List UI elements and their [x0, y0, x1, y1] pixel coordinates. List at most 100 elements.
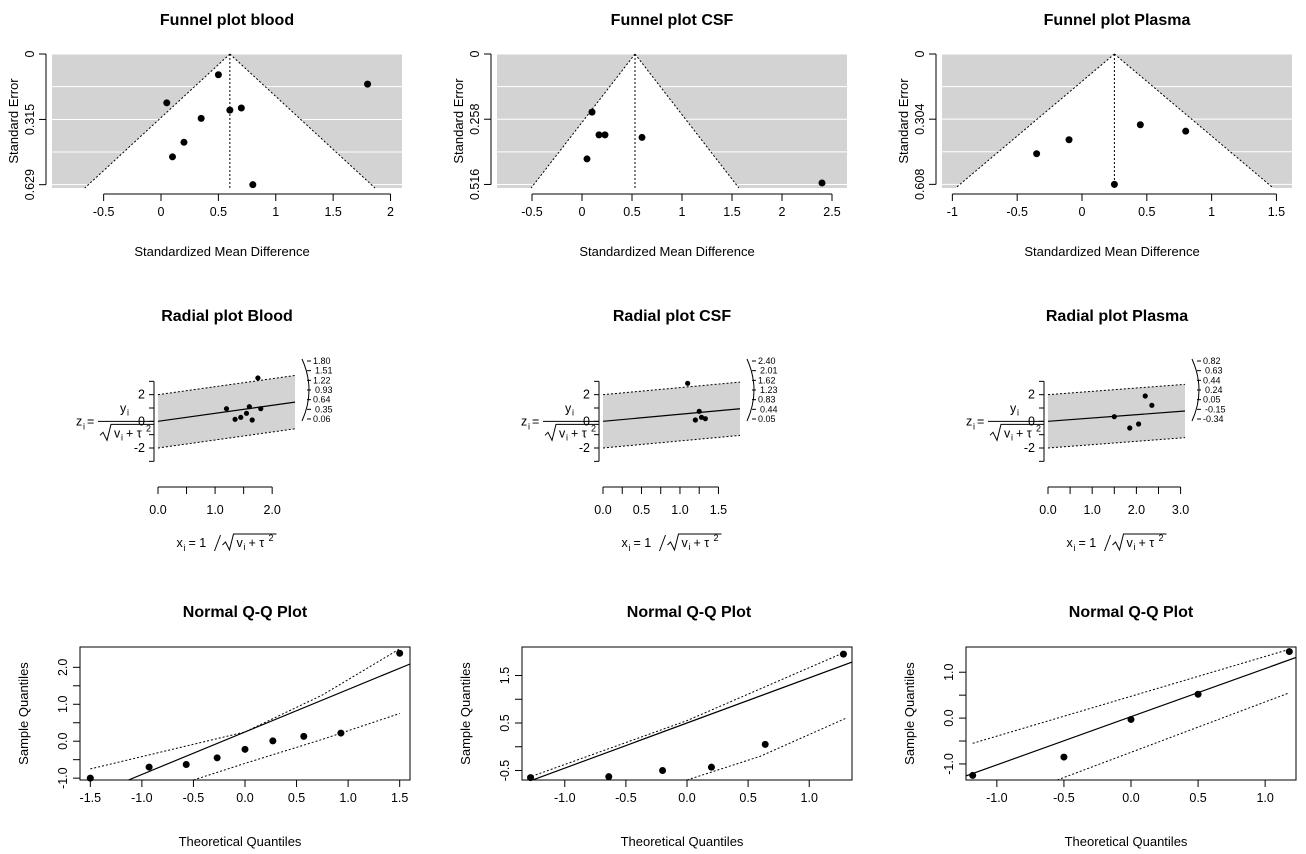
x-tick-label: -1.5 — [80, 791, 102, 805]
x-tick-label: 0.5 — [1138, 205, 1155, 219]
y-tick-label: 1.5 — [498, 667, 512, 684]
upper-envelope — [90, 648, 400, 770]
x-tick-label: 0.5 — [1189, 791, 1206, 805]
arc-tick-label: 0.44 — [1203, 375, 1221, 385]
x-tick-label: 0 — [579, 205, 586, 219]
x-tick-label: 1.0 — [339, 791, 356, 805]
regression-line — [157, 401, 296, 422]
x-tick-label: 2 — [387, 205, 394, 219]
formula-denominator: v — [682, 536, 689, 550]
arc-tick-label: 0.83 — [758, 395, 776, 405]
x-tick-label: 1 — [272, 205, 279, 219]
arc-tick-label: 0.05 — [1203, 395, 1221, 405]
funnel-left-edge — [530, 53, 636, 189]
x-tick-label: -0.5 — [1006, 205, 1028, 219]
x-tick-label: 2 — [779, 205, 786, 219]
formula-denominator: + τ — [249, 536, 265, 550]
x-tick-label: 0 — [158, 205, 165, 219]
x-tick-label: 0.5 — [623, 205, 640, 219]
formula-sub: i — [1017, 407, 1019, 417]
x-tick-label: 0.5 — [739, 791, 756, 805]
y-tick-label: 0.0 — [942, 709, 956, 726]
arc-tick-label: 1.80 — [313, 356, 331, 366]
data-point — [241, 745, 249, 753]
x-tick-label: 2.0 — [1128, 503, 1145, 517]
data-point — [255, 375, 261, 381]
arc-tick-label: 0.24 — [1205, 385, 1223, 395]
x-tick-label: 0.0 — [1039, 503, 1056, 517]
y-tick-label: 0 — [913, 50, 927, 57]
formula-sub: i — [689, 542, 691, 552]
y-tick-label: 0.258 — [468, 104, 482, 135]
reference-line — [530, 661, 852, 780]
x-tick-label: -0.5 — [521, 205, 543, 219]
chart-title: Radial plot CSF — [613, 308, 731, 325]
formula-sub: i — [973, 421, 975, 431]
x-tick-label: 0.0 — [149, 503, 166, 517]
data-point — [145, 763, 153, 771]
formula-denominator: v — [237, 536, 244, 550]
x-tick-label: 0 — [1079, 205, 1086, 219]
band-lower-edge — [1047, 437, 1186, 449]
data-point — [969, 771, 977, 779]
x-tick-label: 1 — [679, 205, 686, 219]
formula-sub: i — [1074, 543, 1076, 553]
plot-frame — [521, 646, 853, 781]
y-axis-label: Sample Quantiles — [458, 662, 473, 765]
data-point — [638, 133, 646, 141]
x-tick-label: 1.5 — [324, 205, 341, 219]
plot-area — [966, 648, 1296, 780]
x-tick-label: -0.5 — [615, 791, 637, 805]
formula-sup: 2 — [1159, 533, 1164, 543]
qq-plasma-panel: Normal Q-Q Plot -1.0 -0.5 0.0 0.5 1.0 -1.0 0.0 1… — [902, 604, 1297, 849]
y-axis-label: Standard Error — [896, 78, 911, 164]
data-point — [269, 737, 277, 745]
reference-line — [126, 663, 410, 780]
x-tick-label: -0.5 — [93, 205, 115, 219]
chart-title: Normal Q-Q Plot — [1069, 604, 1194, 621]
formula-sub: i — [244, 542, 246, 552]
formula-equals: = — [977, 414, 984, 428]
band-upper-edge — [1047, 383, 1186, 396]
qq-blood-panel: Normal Q-Q Plot -1.5 -1.0 -0.5 0.0 0.5 1.0 1.5 -… — [16, 604, 411, 849]
x-tick-label: 0.0 — [236, 791, 253, 805]
arc-tick-label: 0.06 — [313, 414, 331, 424]
arc-tick-label: 0.93 — [315, 385, 333, 395]
arc-tick-label: 1.62 — [758, 375, 776, 385]
regression-line — [602, 408, 741, 422]
formula-equals: = — [87, 414, 94, 428]
chart-title: Radial plot Blood — [161, 308, 293, 325]
arc-tick-label: -0.34 — [1203, 414, 1224, 424]
formula-sqrt — [667, 533, 722, 552]
formula-denominator: + τ — [1139, 536, 1155, 550]
y-axis-label: Sample Quantiles — [902, 662, 917, 765]
data-point — [1149, 402, 1155, 408]
data-point — [696, 408, 702, 414]
formula-slash — [1104, 534, 1111, 552]
x-tick-label: -0.5 — [183, 791, 205, 805]
formula-z-label: z — [966, 414, 972, 428]
formula-sub: i — [184, 543, 186, 553]
data-point — [685, 380, 691, 386]
arc-tick-label: 0.35 — [315, 404, 333, 414]
formula-denominator: v — [559, 426, 566, 440]
y-tick-label: -1.0 — [56, 767, 70, 789]
data-point — [396, 649, 404, 657]
x-tick-label: 1.5 — [710, 503, 727, 517]
funnel-blood-panel: Funnel plot blood -0.5 0 0.5 1 1.5 2 0 0.315 0.62… — [6, 12, 402, 259]
formula-denominator: + τ — [126, 426, 142, 440]
data-point — [364, 80, 372, 88]
qq-csf-panel: Normal Q-Q Plot -1.0 -0.5 0.0 0.5 1.0 -0.5 0.5 1… — [458, 604, 853, 849]
data-point — [237, 104, 245, 112]
chart-title: Funnel plot blood — [160, 12, 294, 29]
x-axis-label: Standardized Mean Difference — [134, 244, 309, 259]
y-axis-label: Standard Error — [6, 78, 21, 164]
formula-numerator: y — [565, 401, 572, 415]
formula-sup: 2 — [269, 533, 274, 543]
formula-sqrt — [989, 423, 1044, 442]
x-tick-label: 0.0 — [678, 791, 695, 805]
x-tick-label: 0.5 — [633, 503, 650, 517]
x-tick-label: 0.5 — [210, 205, 227, 219]
